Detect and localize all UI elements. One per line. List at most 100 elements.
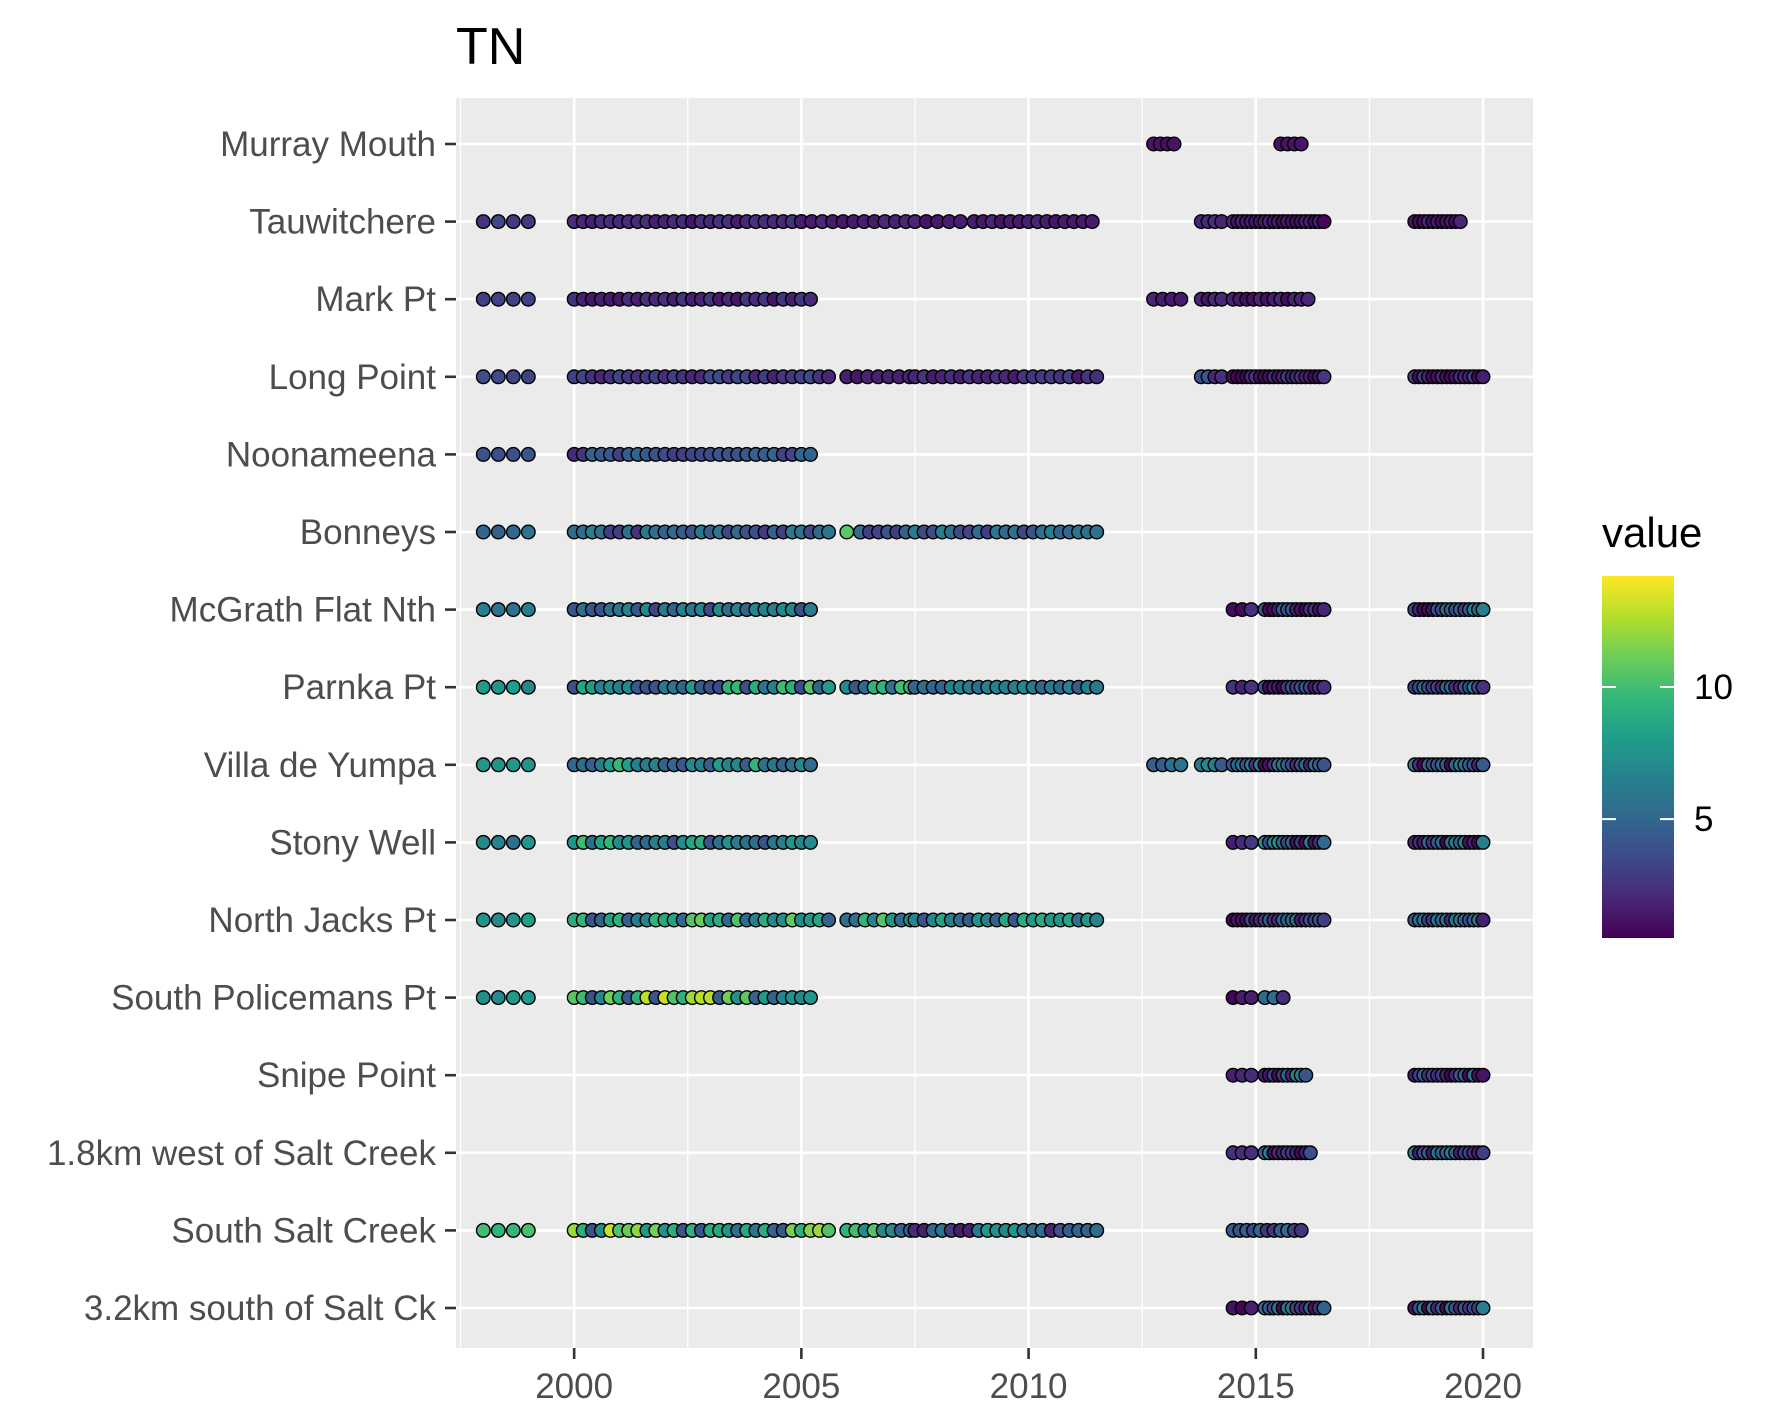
- data-point: [1293, 1222, 1309, 1238]
- data-point: [505, 602, 521, 618]
- data-point: [1316, 679, 1332, 695]
- data-point: [1089, 912, 1105, 928]
- y-tick-label: Snipe Point: [257, 1056, 436, 1095]
- data-point: [475, 679, 491, 695]
- y-tick-label: South Salt Creek: [171, 1211, 436, 1250]
- colorbar: [1602, 576, 1674, 938]
- data-point: [505, 524, 521, 540]
- data-point: [505, 990, 521, 1006]
- y-tick-label: 3.2km south of Salt Ck: [84, 1289, 437, 1328]
- data-point: [505, 679, 521, 695]
- data-point: [490, 369, 506, 385]
- data-point: [520, 912, 536, 928]
- data-point: [803, 602, 819, 618]
- data-point: [803, 990, 819, 1006]
- data-point: [520, 602, 536, 618]
- y-tick-label: McGrath Flat Nth: [170, 591, 436, 630]
- data-point: [803, 834, 819, 850]
- data-point: [505, 834, 521, 850]
- data-point: [1475, 834, 1491, 850]
- data-point: [1316, 1300, 1332, 1316]
- y-axis: Murray Mouth Tauwitchere Mark Pt Long Point…: [47, 125, 456, 1328]
- data-point: [1475, 369, 1491, 385]
- data-point: [520, 757, 536, 773]
- data-point: [490, 679, 506, 695]
- data-point: [952, 214, 968, 230]
- data-point: [490, 912, 506, 928]
- data-point: [1243, 602, 1259, 618]
- data-point: [520, 291, 536, 307]
- data-point: [475, 369, 491, 385]
- data-point: [1475, 757, 1491, 773]
- data-point: [475, 834, 491, 850]
- data-point: [1243, 679, 1259, 695]
- data-point: [803, 757, 819, 773]
- data-point: [821, 1222, 837, 1238]
- data-point: [1475, 1145, 1491, 1161]
- data-point: [475, 602, 491, 618]
- x-tick-label: 2015: [1217, 1367, 1295, 1406]
- data-point: [490, 1222, 506, 1238]
- data-point: [821, 912, 837, 928]
- data-point: [490, 834, 506, 850]
- data-point: [1173, 291, 1189, 307]
- data-point: [475, 990, 491, 1006]
- data-point: [1084, 214, 1100, 230]
- x-axis: 2000 2005 2010 2015 2020: [535, 1348, 1522, 1406]
- minor-gridlines: [459, 98, 1371, 1348]
- data-point: [821, 524, 837, 540]
- data-point: [1298, 1067, 1314, 1083]
- data-point: [505, 214, 521, 230]
- y-tick-label: South Policemans Pt: [111, 979, 436, 1018]
- data-point: [1089, 1222, 1105, 1238]
- data-point: [505, 446, 521, 462]
- data-point: [1243, 1067, 1259, 1083]
- data-point: [520, 834, 536, 850]
- data-point: [520, 1222, 536, 1238]
- x-tick-label: 2010: [990, 1367, 1068, 1406]
- data-point: [505, 757, 521, 773]
- data-point: [475, 912, 491, 928]
- data-point: [520, 446, 536, 462]
- data-point: [505, 1222, 521, 1238]
- data-point: [839, 524, 855, 540]
- data-point: [490, 214, 506, 230]
- data-point: [490, 757, 506, 773]
- data-point: [490, 990, 506, 1006]
- data-point: [1475, 1300, 1491, 1316]
- data-point: [1475, 1067, 1491, 1083]
- y-tick-label: 1.8km west of Salt Creek: [47, 1134, 437, 1173]
- data-point: [520, 679, 536, 695]
- y-tick-label: Noonameena: [226, 435, 437, 474]
- data-point: [1166, 136, 1182, 152]
- data-point: [821, 369, 837, 385]
- data-point: [803, 291, 819, 307]
- data-point: [520, 990, 536, 1006]
- data-point: [1275, 990, 1291, 1006]
- data-point: [475, 446, 491, 462]
- x-tick-label: 2005: [762, 1367, 840, 1406]
- data-point: [1089, 524, 1105, 540]
- data-point: [1243, 1145, 1259, 1161]
- y-tick-label: Tauwitchere: [249, 203, 436, 242]
- data-point: [490, 524, 506, 540]
- legend-tick-label: 5: [1694, 800, 1713, 839]
- data-point: [1316, 757, 1332, 773]
- y-tick-label: North Jacks Pt: [208, 901, 436, 940]
- y-tick-label: Stony Well: [269, 823, 436, 862]
- data-point: [1089, 679, 1105, 695]
- data-point: [1302, 1145, 1318, 1161]
- x-tick-label: 2000: [535, 1367, 613, 1406]
- data-point: [1300, 291, 1316, 307]
- data-point: [475, 524, 491, 540]
- x-tick-label: 2020: [1444, 1367, 1522, 1406]
- data-point: [1243, 1300, 1259, 1316]
- data-point: [1475, 602, 1491, 618]
- y-tick-label: Villa de Yumpa: [204, 746, 437, 785]
- data-point: [475, 291, 491, 307]
- data-point: [490, 446, 506, 462]
- chart-title: TN: [456, 18, 525, 76]
- data-point: [505, 369, 521, 385]
- data-point: [520, 369, 536, 385]
- data-point: [520, 214, 536, 230]
